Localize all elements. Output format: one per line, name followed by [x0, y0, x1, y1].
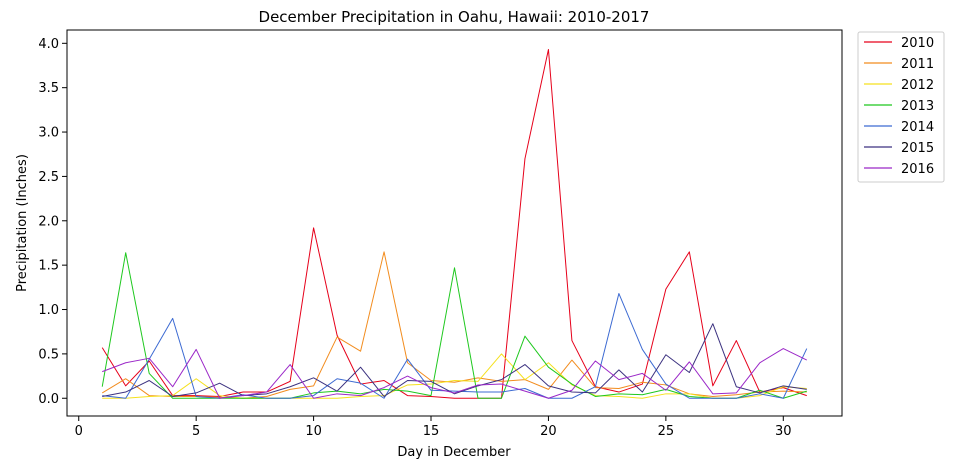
plot-lines: [101, 49, 808, 399]
y-tick-label: 3.0: [38, 126, 59, 141]
y-tick-label: 0.5: [38, 347, 59, 362]
x-tick-label: 20: [540, 424, 557, 439]
y-tick-label: 4.0: [38, 37, 59, 52]
legend-label-2010: 2010: [901, 36, 934, 51]
x-tick-label: 30: [775, 424, 792, 439]
legend-label-2012: 2012: [901, 78, 934, 93]
legend-label-2013: 2013: [901, 99, 934, 114]
series-line-2015: [102, 323, 807, 397]
x-tick-label: 25: [658, 424, 675, 439]
x-axis-label: Day in December: [397, 445, 511, 460]
legend-label-2011: 2011: [901, 57, 934, 72]
x-tick-label: 0: [75, 424, 83, 439]
y-tick-label: 2.5: [38, 170, 59, 185]
legend-label-2015: 2015: [901, 141, 934, 156]
plot-frame: [66, 29, 843, 417]
chart-title: December Precipitation in Oahu, Hawaii: …: [259, 8, 650, 26]
series-line-2010: [101, 49, 807, 399]
y-axis: 0.0 0.5 1.0 1.5 2.0 2.5 3.0 3.5 4.0: [38, 37, 67, 407]
x-tick-label: 5: [192, 424, 200, 439]
y-axis-label: Precipitation (Inches): [15, 154, 30, 292]
legend: 2010 2011 2012 2013 2014 2015 2016: [857, 31, 945, 183]
y-tick-label: 1.5: [38, 259, 59, 274]
legend-label-2014: 2014: [901, 120, 934, 135]
y-tick-label: 2.0: [38, 214, 59, 229]
legend-frame: [857, 31, 945, 183]
y-tick-label: 1.0: [38, 303, 59, 318]
series-line-2011: [101, 251, 807, 399]
series-line-2012: [102, 353, 807, 399]
x-tick-label: 10: [305, 424, 322, 439]
y-tick-label: 0.0: [38, 392, 59, 407]
x-tick-label: 15: [423, 424, 440, 439]
y-tick-label: 3.5: [38, 81, 59, 96]
legend-label-2016: 2016: [901, 162, 934, 177]
x-axis: 0 5 10 15 20 25 30: [75, 416, 792, 439]
series-line-2016: [102, 348, 807, 399]
series-line-2013: [101, 252, 807, 399]
